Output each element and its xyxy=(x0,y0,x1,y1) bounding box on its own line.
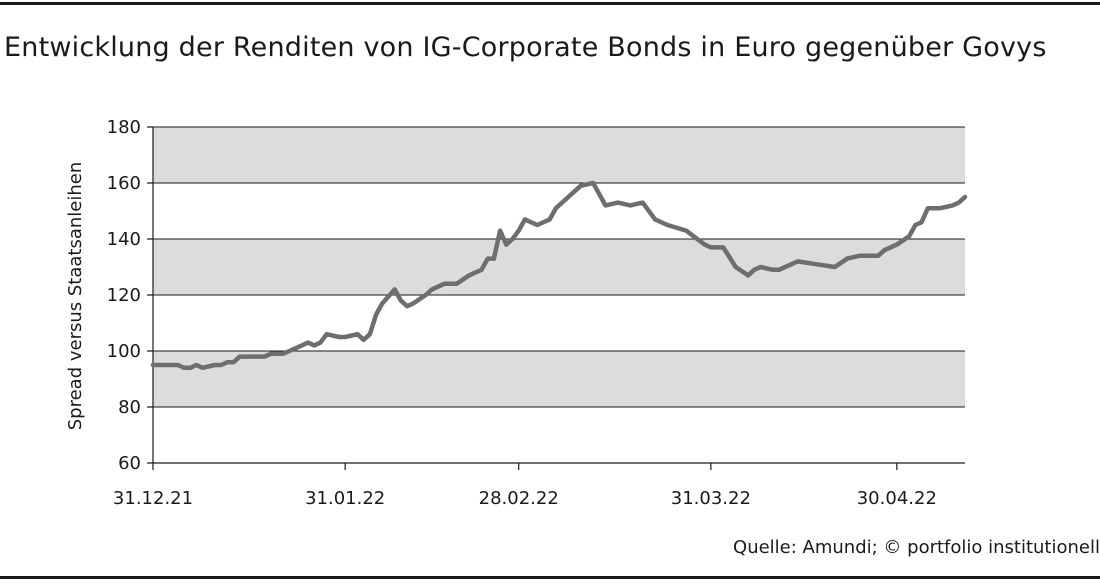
chart-title: Entwicklung der Renditen von IG-Corporat… xyxy=(4,32,1047,63)
y-tick-label-80: 80 xyxy=(118,397,141,418)
y-axis-ticks: 60 80 100 120 140 160 180 xyxy=(107,117,153,474)
series-layer xyxy=(150,180,968,371)
band-120-140 xyxy=(153,239,965,295)
x-tick-label-1: 31.01.22 xyxy=(305,488,385,509)
bottom-rule xyxy=(0,576,1100,579)
band-160-180 xyxy=(153,127,965,183)
y-tick-label-180: 180 xyxy=(107,117,141,138)
y-tick-label-100: 100 xyxy=(107,341,141,362)
series-line-0 xyxy=(150,180,968,371)
background-bands xyxy=(153,127,965,407)
x-tick-label-0: 31.12.21 xyxy=(113,488,193,509)
source-note: Quelle: Amundi; © portfolio institutione… xyxy=(733,537,1100,558)
top-rule xyxy=(0,2,1100,5)
y-tick-label-120: 120 xyxy=(107,285,141,306)
x-tick-label-2: 28.02.22 xyxy=(479,488,559,509)
y-axis-label: Spread versus Staatsanleihen xyxy=(65,162,86,431)
y-tick-label-140: 140 xyxy=(107,229,141,250)
band-80-100 xyxy=(153,351,965,407)
y-tick-label-160: 160 xyxy=(107,173,141,194)
x-tick-label-3: 31.03.22 xyxy=(671,488,751,509)
y-tick-label-60: 60 xyxy=(118,453,141,474)
x-tick-label-4: 30.04.22 xyxy=(857,488,937,509)
x-axis-ticks: 31.12.21 31.01.22 28.02.22 31.03.22 30.04.22 xyxy=(113,463,937,509)
